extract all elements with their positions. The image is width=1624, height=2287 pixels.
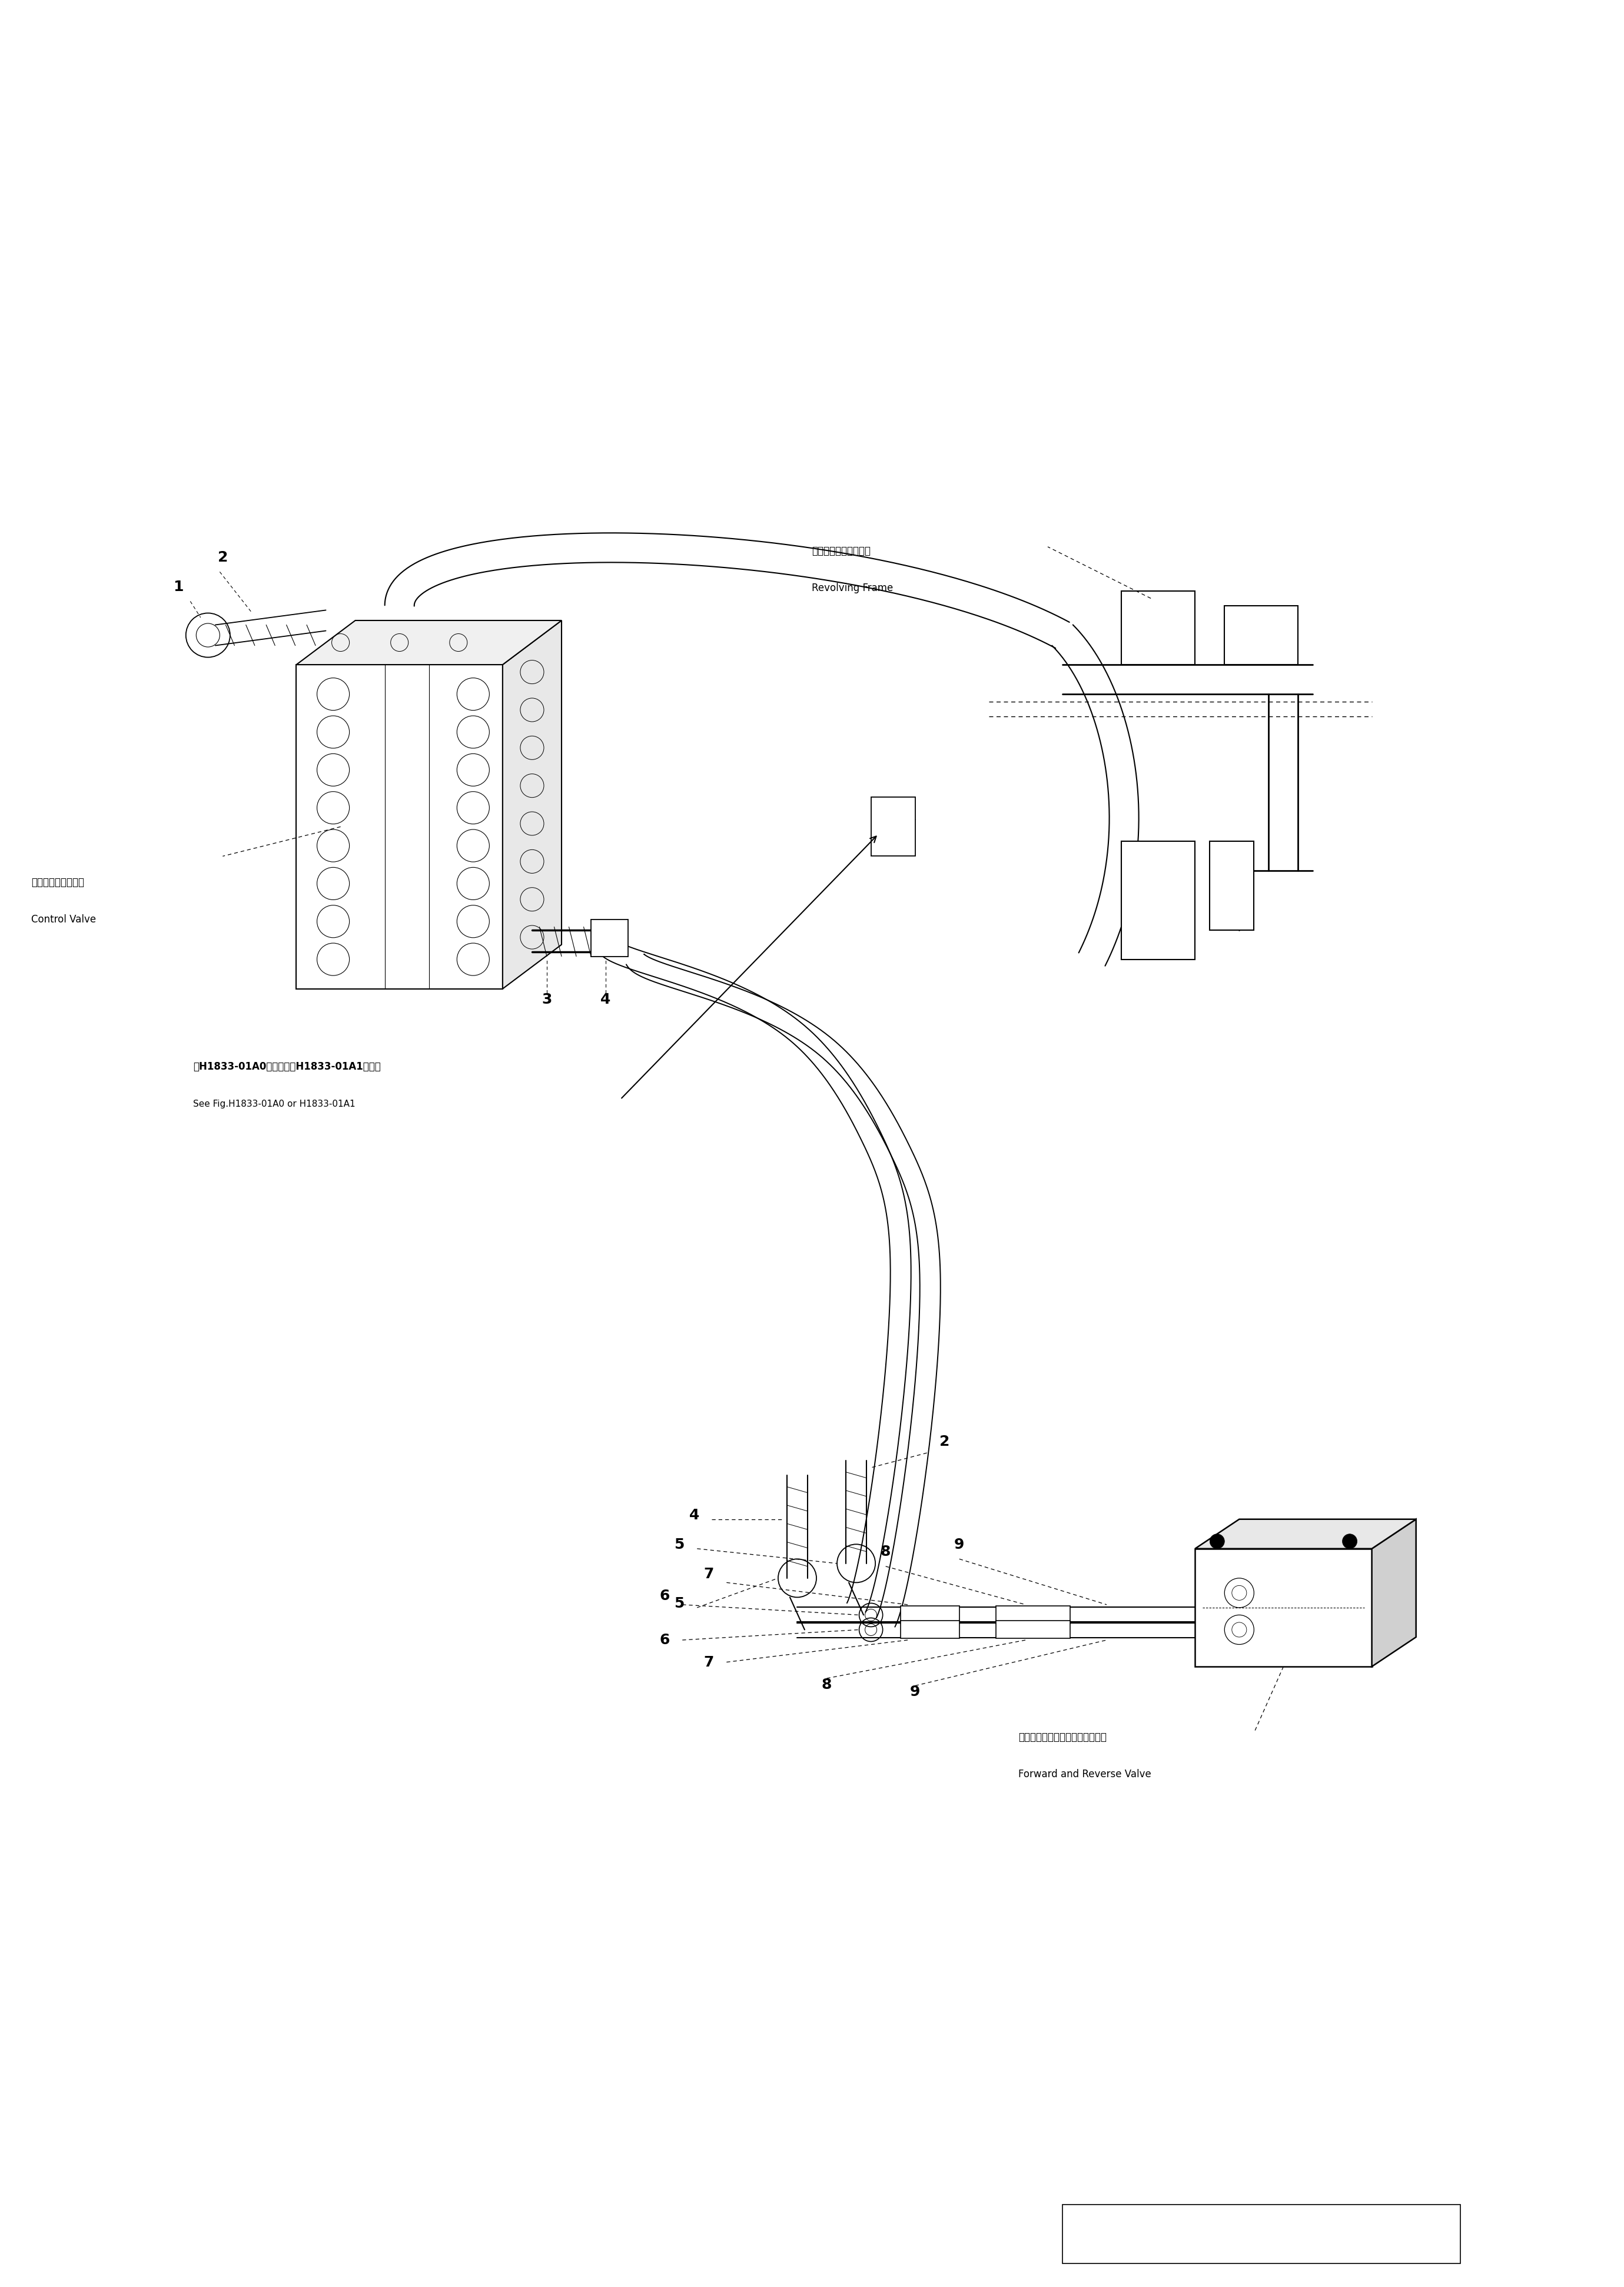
Bar xyxy=(900,1605,960,1624)
Text: 9: 9 xyxy=(955,1537,965,1551)
Text: 7: 7 xyxy=(703,1567,715,1580)
Bar xyxy=(591,919,628,956)
Bar xyxy=(1062,2205,1460,2264)
Text: 4: 4 xyxy=(601,993,611,1006)
Bar xyxy=(996,1605,1070,1624)
Bar xyxy=(1224,606,1298,666)
Bar xyxy=(1122,590,1195,666)
Bar xyxy=(900,1621,960,1637)
Text: 1: 1 xyxy=(174,581,184,595)
Text: 6: 6 xyxy=(659,1633,669,1647)
Text: フォワードおよびリバースバルブ: フォワードおよびリバースバルブ xyxy=(1018,1731,1106,1743)
Text: Control Valve: Control Valve xyxy=(31,915,96,924)
Text: 4: 4 xyxy=(689,1507,700,1523)
Text: 3: 3 xyxy=(542,993,552,1006)
Text: Forward and Reverse Valve: Forward and Reverse Valve xyxy=(1018,1768,1151,1779)
Bar xyxy=(1122,842,1195,958)
Bar xyxy=(1210,842,1254,931)
Bar xyxy=(870,798,916,855)
Text: 8: 8 xyxy=(822,1676,831,1692)
Text: 7: 7 xyxy=(703,1656,715,1670)
Polygon shape xyxy=(502,620,562,988)
Text: 6: 6 xyxy=(659,1589,669,1603)
Text: 5: 5 xyxy=(674,1537,685,1551)
Text: コントロールバルブ: コントロールバルブ xyxy=(31,878,84,887)
Text: 5: 5 xyxy=(674,1596,685,1610)
Text: Revolving Frame: Revolving Frame xyxy=(812,583,893,592)
Polygon shape xyxy=(296,620,562,666)
Polygon shape xyxy=(1195,1519,1416,1548)
Polygon shape xyxy=(1372,1519,1416,1667)
Text: 2: 2 xyxy=(939,1434,950,1448)
Text: 8: 8 xyxy=(880,1544,892,1560)
Polygon shape xyxy=(1195,1548,1372,1667)
Circle shape xyxy=(1210,1535,1224,1548)
Polygon shape xyxy=(296,666,502,988)
Text: レボルビングフレーム: レボルビングフレーム xyxy=(812,547,870,556)
Bar xyxy=(996,1621,1070,1637)
Text: PMA6553: PMA6553 xyxy=(1369,2225,1445,2241)
Text: See Fig.H1833-01A0 or H1833-01A1: See Fig.H1833-01A0 or H1833-01A1 xyxy=(193,1100,356,1109)
Text: 9: 9 xyxy=(909,1686,921,1699)
Text: 第H1833-01A0図または第H1833-01A1図参照: 第H1833-01A0図または第H1833-01A1図参照 xyxy=(193,1061,382,1073)
Text: 2: 2 xyxy=(218,551,227,565)
Circle shape xyxy=(1343,1535,1358,1548)
